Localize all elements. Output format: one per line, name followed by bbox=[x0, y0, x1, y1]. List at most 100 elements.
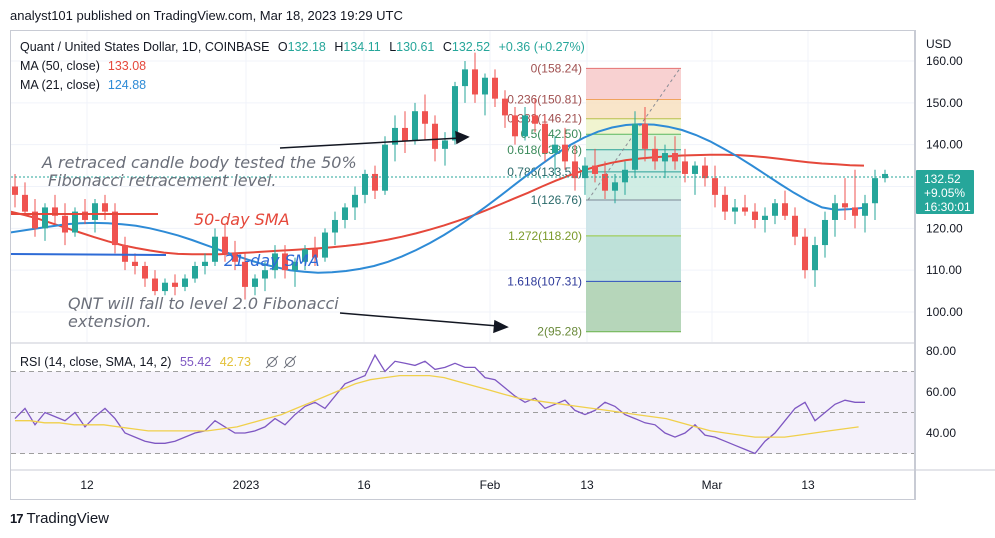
rsi-panel bbox=[11, 353, 914, 455]
candle bbox=[472, 52, 478, 103]
ma50-legend-value: 133.08 bbox=[108, 59, 146, 73]
candle-body bbox=[732, 207, 738, 212]
candle-body bbox=[852, 207, 858, 216]
visibility-off-icon[interactable] bbox=[285, 357, 295, 367]
candle-body bbox=[62, 215, 68, 233]
close-value: 132.52 bbox=[452, 40, 490, 54]
svg-text:MA (21, close)124.88: MA (21, close) 124.88 bbox=[20, 78, 146, 92]
candle bbox=[852, 169, 858, 229]
candle-body bbox=[792, 215, 798, 237]
candle bbox=[882, 169, 888, 183]
candle bbox=[602, 161, 608, 200]
candle-body bbox=[842, 203, 848, 208]
candle bbox=[52, 194, 58, 225]
candle bbox=[62, 203, 68, 246]
candle bbox=[242, 253, 248, 300]
candle bbox=[792, 207, 798, 246]
candle bbox=[432, 115, 438, 162]
candle-body bbox=[262, 270, 268, 279]
candle bbox=[482, 73, 488, 116]
candlestick-series[interactable] bbox=[12, 52, 888, 300]
candle-body bbox=[82, 211, 88, 220]
candle bbox=[132, 253, 138, 275]
candle bbox=[312, 236, 318, 266]
candle bbox=[752, 203, 758, 229]
annotation-forecast-line1: QNT will fall to level 2.0 Fibonacci bbox=[68, 294, 339, 313]
price-tick-label: 160.00 bbox=[926, 54, 963, 68]
time-tick-label: Mar bbox=[702, 478, 723, 492]
candle-body bbox=[712, 178, 718, 195]
candle-body bbox=[652, 148, 658, 162]
rsi-legend-icons[interactable] bbox=[265, 355, 297, 369]
candle-body bbox=[502, 98, 508, 116]
candle bbox=[492, 69, 498, 108]
candle-body bbox=[32, 211, 38, 229]
rsi-sma-value: 42.73 bbox=[220, 355, 251, 369]
candle-body bbox=[662, 153, 668, 162]
candle-body bbox=[612, 182, 618, 191]
candle bbox=[342, 203, 348, 229]
candle-body bbox=[282, 253, 288, 271]
tradingview-footer[interactable]: 17 TradingView bbox=[10, 510, 109, 527]
symbol-legend[interactable]: Quant / United States Dollar, 1D, COINBA… bbox=[20, 40, 585, 92]
candle bbox=[702, 157, 708, 187]
candle bbox=[572, 144, 578, 191]
candle-body bbox=[322, 232, 328, 258]
candle bbox=[362, 169, 368, 204]
candle-body bbox=[462, 69, 468, 87]
rsi-legend[interactable]: RSI (14, close, SMA, 14, 2) 55.42 42.73 bbox=[20, 355, 251, 369]
candle-body bbox=[292, 261, 298, 271]
candle-body bbox=[422, 111, 428, 124]
time-tick-label: 2023 bbox=[233, 478, 260, 492]
candle-body bbox=[102, 203, 108, 212]
candle-body bbox=[442, 140, 448, 149]
candle bbox=[522, 107, 528, 141]
rsi-axis[interactable]: 80.00 60.00 40.00 bbox=[926, 344, 956, 440]
fibonacci-retracement-tool[interactable]: 0(158.24)0.236(150.81)0.382(146.21)0.5(1… bbox=[507, 61, 681, 339]
candle-body bbox=[392, 127, 398, 145]
time-tick-label: Feb bbox=[480, 478, 501, 492]
candle-body bbox=[862, 203, 868, 216]
candle bbox=[812, 236, 818, 287]
candle bbox=[632, 111, 638, 179]
fib-level-label: 0.236(150.81) bbox=[507, 92, 582, 106]
candle bbox=[622, 161, 628, 195]
candle-body bbox=[212, 236, 218, 262]
candle bbox=[552, 136, 558, 174]
rsi-tick-label: 80.00 bbox=[926, 344, 956, 358]
ma21-line bbox=[11, 123, 865, 274]
candle-body bbox=[482, 77, 488, 95]
candle-body bbox=[632, 123, 638, 170]
candle bbox=[732, 199, 738, 225]
symbol-title: Quant / United States Dollar, 1D, COINBA… bbox=[20, 40, 269, 54]
badge-countdown: 16:30:01 bbox=[924, 200, 971, 214]
candle-body bbox=[432, 123, 438, 149]
annotation-fib-test-line2: Fibonacci retracement level. bbox=[48, 171, 276, 190]
candle bbox=[862, 194, 868, 233]
candle-body bbox=[802, 236, 808, 271]
candle bbox=[112, 203, 118, 254]
candle bbox=[872, 169, 878, 220]
candle bbox=[152, 270, 158, 296]
annotation-fib-test-line1: A retraced candle body tested the 50% bbox=[41, 153, 357, 172]
candle-body bbox=[522, 115, 528, 137]
candle bbox=[392, 115, 398, 162]
candle-body bbox=[112, 211, 118, 246]
close-label: C bbox=[443, 40, 452, 54]
open-label: O bbox=[278, 40, 288, 54]
candle-body bbox=[302, 249, 308, 262]
candle bbox=[292, 257, 298, 287]
price-tick-label: 100.00 bbox=[926, 305, 963, 319]
candle-body bbox=[742, 207, 748, 212]
badge-change: +9.05% bbox=[924, 186, 965, 200]
eye-icon[interactable] bbox=[267, 357, 277, 367]
time-axis[interactable]: 12 2023 16 Feb 13 Mar 13 bbox=[80, 478, 815, 492]
fib-band bbox=[586, 235, 681, 282]
candle-body bbox=[772, 203, 778, 216]
candle-body bbox=[352, 194, 358, 208]
time-tick-label: 16 bbox=[357, 478, 371, 492]
ma50-line bbox=[11, 153, 865, 256]
candle bbox=[802, 228, 808, 279]
candle bbox=[252, 274, 258, 296]
